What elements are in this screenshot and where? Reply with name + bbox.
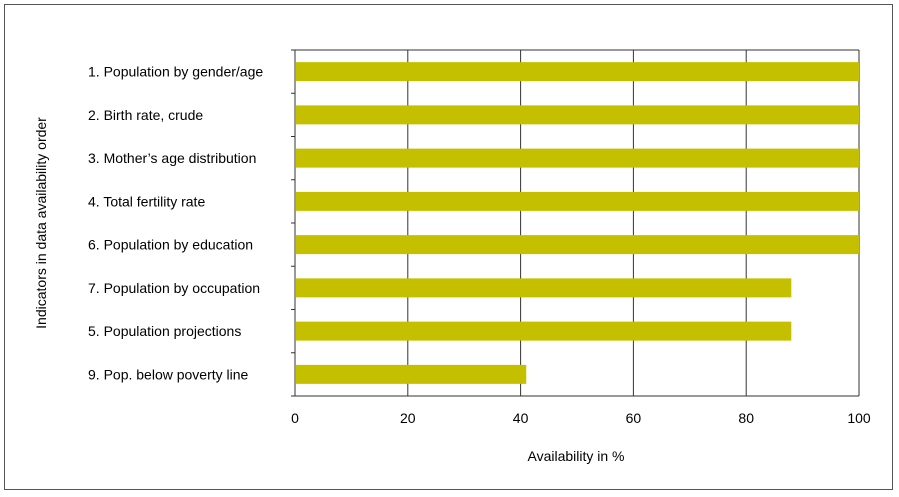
- category-label: 9. Pop. below poverty line: [88, 366, 249, 382]
- bars: [296, 62, 859, 384]
- category-label: 2. Birth rate, crude: [88, 107, 203, 123]
- x-tick-label: 0: [291, 410, 299, 426]
- x-tick-label: 100: [847, 410, 871, 426]
- bar: [296, 235, 859, 255]
- x-tick-label: 40: [513, 410, 529, 426]
- grid-lines: [407, 50, 860, 396]
- y-axis-title: Indicators in data availability order: [33, 117, 49, 329]
- bar: [296, 105, 859, 125]
- category-label: 4. Total fertility rate: [88, 193, 205, 209]
- x-axis-title: Availability in %: [527, 448, 624, 464]
- x-tick-label: 80: [738, 410, 754, 426]
- bar: [296, 148, 859, 168]
- bar: [296, 62, 859, 82]
- bar: [296, 278, 792, 298]
- category-label: 6. Population by education: [88, 237, 253, 253]
- x-tick-label: 20: [400, 410, 416, 426]
- axes: [291, 49, 859, 397]
- x-tick-labels: 0 20 40 60 80 100: [291, 410, 871, 426]
- category-label: 7. Population by occupation: [88, 280, 260, 296]
- bar: [296, 321, 792, 341]
- x-tick-label: 60: [626, 410, 642, 426]
- bar: [296, 364, 527, 384]
- category-labels: 1. Population by gender/age 2. Birth rate…: [88, 64, 263, 383]
- category-label: 1. Population by gender/age: [88, 64, 263, 80]
- category-label: 5. Population projections: [88, 323, 241, 339]
- category-label: 3. Mother’s age distribution: [88, 150, 256, 166]
- bar: [296, 191, 859, 211]
